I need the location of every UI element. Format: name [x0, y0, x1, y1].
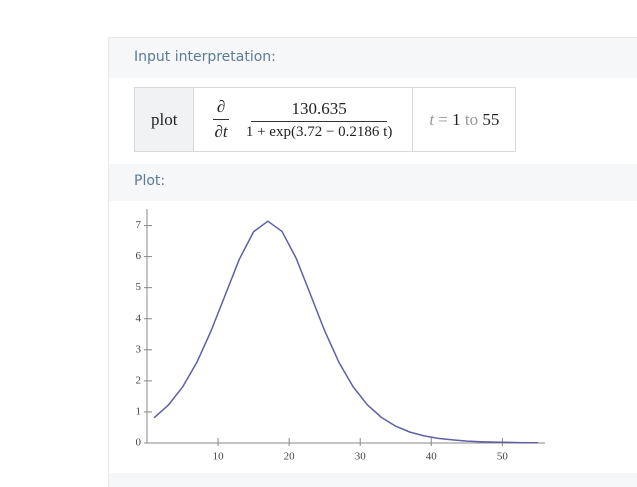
denominator: 1 + exp(3.72 − 0.2186 t) [245, 123, 393, 140]
range-cell: t = 1 to 55 [412, 87, 517, 152]
y-tick-label: 7 [136, 219, 142, 231]
x-tick-label: 20 [284, 451, 296, 463]
formula-cell: ∂ ∂t 130.635 1 + exp(3.72 − 0.2186 t) [193, 87, 414, 152]
pod-title: Input interpretation: [134, 49, 276, 65]
y-tick-label: 5 [136, 281, 142, 293]
range-start: 1 [452, 109, 461, 129]
x-tick-label: 50 [497, 451, 509, 463]
pod-title: Plot: [134, 173, 166, 189]
y-tick-label: 6 [136, 250, 142, 262]
range-end: 55 [482, 109, 500, 129]
x-tick-label: 10 [213, 451, 225, 463]
y-tick-label: 2 [136, 374, 142, 386]
plot-pod: 10 20 30 40 50 0 1 2 3 4 5 6 7 [109, 201, 637, 473]
input-pod: plot ∂ ∂t 130.635 1 + exp(3.72 − 0.2186 t)… [109, 78, 637, 164]
numerator: 130.635 [251, 99, 387, 122]
range-equals: = [438, 109, 448, 129]
range-variable: t [429, 109, 435, 129]
y-tick-label: 3 [136, 343, 142, 355]
x-tick-label: 40 [426, 451, 438, 463]
y-tick-label: 4 [136, 312, 142, 324]
fraction: 130.635 1 + exp(3.72 − 0.2186 t) [242, 99, 396, 141]
result-card: Input interpretation: plot ∂ ∂t 130.635 1 … [108, 37, 637, 487]
y-tick-label: 1 [136, 405, 142, 417]
chart: 10 20 30 40 50 0 1 2 3 4 5 6 7 [136, 209, 545, 463]
input-label: plot [133, 87, 195, 152]
input-table: plot ∂ ∂t 130.635 1 + exp(3.72 − 0.2186 t)… [133, 87, 517, 152]
y-tick-label: 0 [136, 437, 142, 449]
line-series [153, 220, 538, 444]
range-to: to [464, 109, 479, 129]
x-tick-label: 30 [355, 451, 367, 463]
operator-bottom: ∂t [214, 122, 228, 141]
operator-top: ∂ [212, 97, 230, 120]
operator: ∂ ∂t [210, 97, 231, 142]
